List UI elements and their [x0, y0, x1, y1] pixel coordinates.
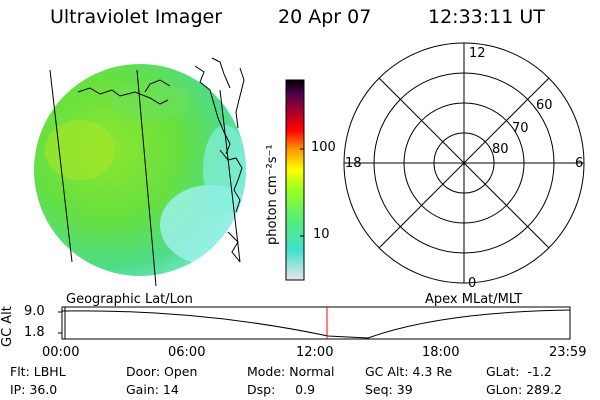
mlt-label-18: 18 [345, 156, 362, 171]
info-seq: Seq: 39 [365, 382, 413, 397]
altitude-ytick-9: 9.0 [24, 304, 45, 319]
altitude-ylabel: GC Alt [0, 306, 15, 347]
mlt-label-6: 6 [575, 156, 584, 171]
lat-label-60: 60 [536, 98, 553, 113]
colorbar-tick-10: 10 [313, 227, 330, 242]
info-mode: Mode: Normal [247, 364, 335, 379]
date-label: 20 Apr 07 [278, 6, 372, 28]
uv-image-disk [34, 57, 246, 287]
xtick-0600: 06:00 [168, 345, 206, 360]
xtick-1200: 12:00 [296, 345, 334, 360]
lat-label-70: 70 [512, 121, 529, 136]
info-gain: Gain: 14 [126, 382, 179, 397]
altitude-plot [58, 306, 571, 340]
right-panel-label: Apex MLat/MLT [425, 292, 523, 307]
info-ip: IP: 36.0 [10, 382, 58, 397]
info-dsp: Dsp: 0.9 [247, 382, 316, 397]
left-panel-label: Geographic Lat/Lon [66, 292, 193, 307]
info-glat: GLat: -1.2 [486, 364, 552, 379]
time-label: 12:33:11 UT [428, 6, 545, 28]
mlt-label-12: 12 [469, 46, 486, 61]
colorbar [285, 79, 305, 281]
colorbar-unit-label: photon cm⁻²s⁻¹ [265, 144, 280, 245]
xtick-0000: 00:00 [42, 345, 80, 360]
instrument-title: Ultraviolet Imager [50, 6, 223, 28]
xtick-1800: 18:00 [422, 345, 460, 360]
altitude-ytick-1-8: 1.8 [24, 325, 45, 340]
info-flt: Flt: LBHL [10, 364, 66, 379]
info-door: Door: Open [126, 364, 198, 379]
info-glon: GLon: 289.2 [486, 382, 562, 397]
lat-label-80: 80 [492, 142, 509, 157]
info-gc-alt: GC Alt: 4.3 Re [365, 364, 453, 379]
colorbar-tick-100: 100 [311, 140, 336, 155]
mlt-label-0: 0 [468, 276, 477, 291]
polar-grid [343, 42, 585, 284]
xtick-2359: 23:59 [549, 345, 587, 360]
